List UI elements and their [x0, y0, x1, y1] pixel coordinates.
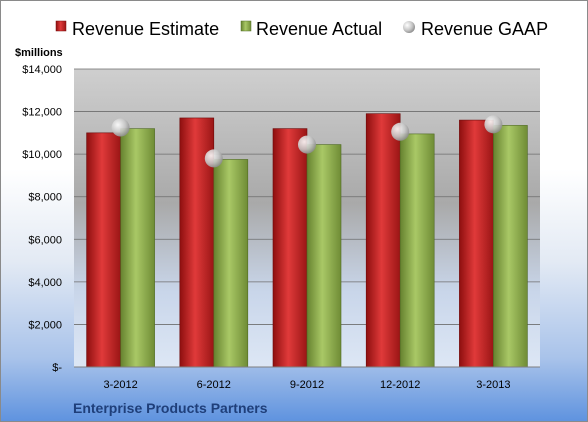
bar-revenue-estimate — [272, 128, 308, 368]
legend-label-gaap: Revenue GAAP — [421, 19, 548, 39]
y-tick-label: $6,000 — [28, 234, 62, 246]
bar-revenue-actual — [306, 144, 342, 368]
bar-revenue-actual — [213, 159, 249, 368]
y-tick-label: $8,000 — [28, 192, 62, 204]
bar-revenue-estimate — [86, 132, 121, 368]
y-tick-label: $14,000 — [22, 64, 62, 76]
point-revenue-gaap — [298, 135, 316, 154]
x-tick-label: 3-2013 — [476, 379, 510, 391]
point-revenue-gaap — [391, 122, 410, 141]
company-name: Enterprise Products Partners — [73, 400, 268, 416]
bar-revenue-estimate — [365, 113, 401, 368]
y-tick-label: $4,000 — [28, 277, 62, 289]
bar-revenue-actual — [399, 133, 435, 368]
legend-label-actual: Revenue Actual — [256, 19, 382, 39]
x-axis-ticks: 3-2012 6-2012 9-2012 12-2012 3-2013 — [103, 379, 510, 391]
legend-swatch-estimate — [55, 20, 67, 32]
point-revenue-gaap — [484, 115, 503, 134]
legend-label-estimate: Revenue Estimate — [72, 19, 219, 39]
legend-swatch-actual — [240, 20, 252, 32]
x-tick-label: 3-2012 — [103, 379, 137, 391]
bars — [86, 113, 528, 368]
gaap-points — [111, 115, 503, 168]
point-revenue-gaap — [111, 118, 130, 137]
x-tick-label: 6-2012 — [197, 379, 231, 391]
bar-revenue-estimate — [459, 119, 494, 368]
legend-swatch-gaap — [403, 21, 415, 33]
bar-revenue-actual — [120, 128, 155, 368]
y-tick-label: $- — [52, 362, 62, 374]
point-revenue-gaap — [204, 149, 223, 168]
y-tick-label: $2,000 — [28, 319, 62, 331]
bar-revenue-actual — [493, 125, 528, 368]
y-tick-label: $12,000 — [22, 107, 62, 119]
x-tick-label: 9-2012 — [290, 379, 324, 391]
legend: Revenue Estimate Revenue Actual Revenue … — [55, 19, 548, 39]
y-tick-label: $10,000 — [22, 149, 62, 161]
y-axis-unit-label: $millions — [15, 47, 63, 59]
y-axis-ticks: $- $2,000 $4,000 $6,000 $8,000 $10,000 $12,000… — [22, 64, 62, 374]
x-tick-label: 12-2012 — [380, 379, 420, 391]
